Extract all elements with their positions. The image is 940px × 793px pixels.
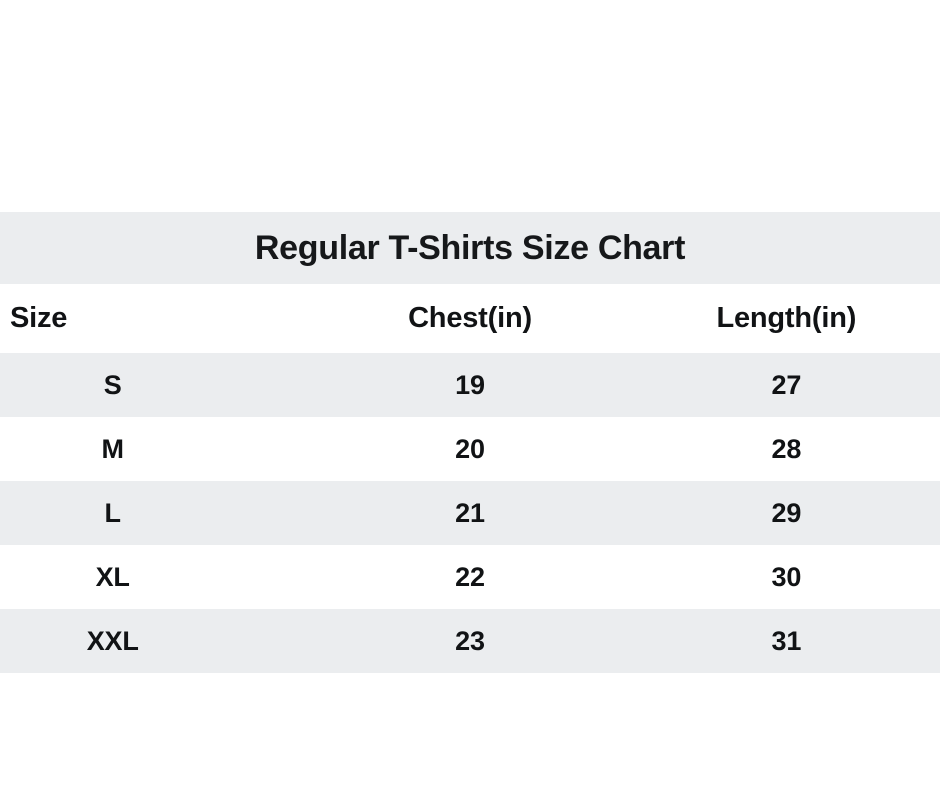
table-header-row: Size Chest(in) Length(in) <box>0 284 940 353</box>
cell-length: 31 <box>771 625 802 656</box>
cell-size: M <box>101 433 124 464</box>
cell-chest: 22 <box>455 561 485 592</box>
table-row: XL 22 30 <box>0 545 940 609</box>
size-chart-table: Regular T-Shirts Size Chart Size Chest(i… <box>0 212 940 673</box>
column-header-length: Length(in) <box>716 302 857 334</box>
column-header-size: Size <box>10 302 68 334</box>
table-row: XXL 23 31 <box>0 609 940 673</box>
cell-size: S <box>103 369 122 400</box>
column-header-chest: Chest(in) <box>408 302 532 334</box>
table-row: L 21 29 <box>0 481 940 545</box>
cell-size: XXL <box>86 625 139 656</box>
table-row: M 20 28 <box>0 417 940 481</box>
page-title: Regular T-Shirts Size Chart <box>254 229 686 267</box>
cell-chest: 21 <box>455 497 485 528</box>
cell-chest: 23 <box>455 625 485 656</box>
chart-title-row: Regular T-Shirts Size Chart <box>0 212 940 284</box>
cell-length: 29 <box>771 497 802 528</box>
table-row: S 19 27 <box>0 353 940 417</box>
bottom-whitespace <box>0 673 940 793</box>
cell-length: 27 <box>771 369 802 400</box>
cell-length: 28 <box>771 433 802 464</box>
cell-size: L <box>104 497 121 528</box>
cell-chest: 20 <box>455 433 485 464</box>
cell-size: XL <box>95 561 130 592</box>
top-whitespace <box>0 0 940 212</box>
cell-chest: 19 <box>455 369 485 400</box>
cell-length: 30 <box>771 561 802 592</box>
